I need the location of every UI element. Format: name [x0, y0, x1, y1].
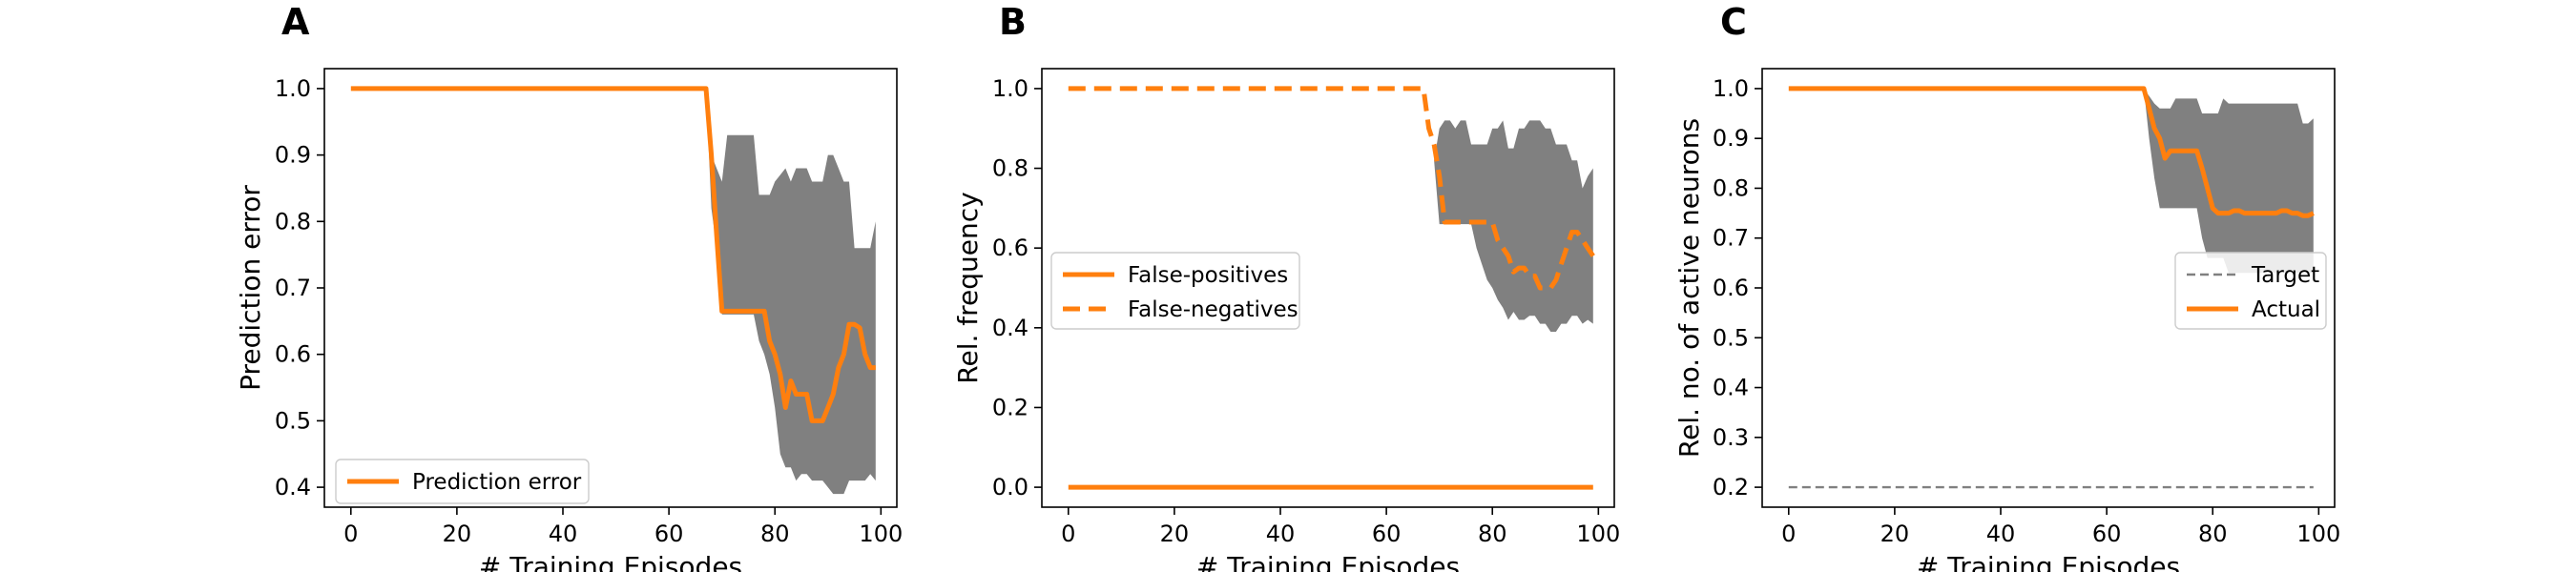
y-tick-label: 0.8	[275, 208, 311, 235]
y-tick-label: 0.4	[275, 474, 311, 500]
y-tick-label: 0.6	[275, 341, 311, 368]
variance-band	[2144, 88, 2314, 274]
y-tick-label: 0.9	[275, 142, 311, 169]
legend-label: Target	[2251, 263, 2319, 288]
y-tick-label: 0.3	[1713, 424, 1749, 451]
variance-band	[706, 88, 876, 495]
x-tick-label: 0	[343, 521, 358, 547]
y-tick-label: 0.0	[992, 474, 1028, 500]
y-tick-label: 0.8	[992, 155, 1028, 182]
x-tick-label: 20	[1880, 521, 1910, 547]
y-tick-label: 0.6	[992, 235, 1028, 261]
y-tick-label: 1.0	[275, 75, 311, 102]
series-line-false-negatives	[1068, 86, 1595, 291]
y-axis-label: Rel. frequency	[952, 192, 984, 383]
y-tick-label: 1.0	[992, 75, 1028, 102]
legend: Prediction error	[335, 459, 590, 504]
y-tick-label: 0.4	[992, 315, 1028, 341]
x-tick-label: 60	[2092, 521, 2122, 547]
x-axis-label: # Training Episodes	[1196, 551, 1460, 572]
series-line-prediction-error	[350, 86, 876, 423]
legend: Target Actual	[2174, 252, 2327, 330]
panel-letter: C	[1720, 1, 1747, 43]
legend-label: Actual	[2252, 297, 2320, 322]
x-tick-label: 60	[654, 521, 684, 547]
x-axis-label: # Training Episodes	[479, 551, 742, 572]
legend-label: False-negatives	[1128, 297, 1298, 322]
x-tick-label: 40	[1266, 521, 1296, 547]
y-tick-label: 0.4	[1713, 375, 1749, 401]
panel-c: C 0 20 40 60 80 100 0.2 0.3 0.4 0.5 0.6 0.7 0.8 0.9 1.0…	[1673, 1, 2340, 572]
x-tick-label: 80	[2198, 521, 2228, 547]
x-tick-label: 40	[1986, 521, 2016, 547]
y-tick-label: 0.6	[1713, 275, 1749, 301]
series-line-actual	[1788, 86, 2315, 218]
x-tick-label: 100	[859, 521, 903, 547]
y-axis-label: Prediction error	[235, 185, 266, 391]
y-tick-label: 0.9	[1713, 125, 1749, 152]
x-tick-label: 40	[549, 521, 578, 547]
legend-label: False-positives	[1128, 263, 1288, 288]
y-tick-label: 0.2	[1713, 474, 1749, 500]
variance-band	[1423, 88, 1593, 333]
y-tick-label: 0.5	[1713, 324, 1749, 351]
x-tick-label: 80	[1478, 521, 1507, 547]
panel-letter: A	[281, 1, 310, 43]
x-tick-label: 0	[1061, 521, 1075, 547]
y-tick-label: 1.0	[1713, 75, 1749, 102]
x-tick-label: 100	[2296, 521, 2340, 547]
panel-letter: B	[999, 1, 1027, 43]
y-tick-label: 0.8	[1713, 174, 1749, 201]
legend-label: Prediction error	[412, 470, 582, 495]
legend: False-positives False-negatives	[1050, 252, 1300, 330]
x-tick-label: 100	[1576, 521, 1620, 547]
legend-box	[335, 459, 590, 504]
x-tick-label: 20	[443, 521, 472, 547]
panel-a: A 0 20 40 60 80 100 0.4 0.5 0.6 0.7 0.8 0.9 1.0 # Trai…	[235, 1, 903, 572]
y-tick-label: 0.7	[275, 275, 311, 301]
y-axis-label: Rel. no. of active neurons	[1673, 118, 1705, 458]
x-tick-label: 20	[1160, 521, 1190, 547]
x-tick-label: 60	[1372, 521, 1402, 547]
x-axis-label: # Training Episodes	[1917, 551, 2180, 572]
y-tick-label: 0.5	[275, 407, 311, 434]
y-tick-label: 0.7	[1713, 225, 1749, 252]
legend-box	[1050, 252, 1300, 330]
axes-frame	[1041, 68, 1615, 508]
x-tick-label: 0	[1781, 521, 1796, 547]
panel-b: B 0 20 40 60 80 100 0.0 0.2 0.4 0.6 0.8 1.0 # Trainin…	[952, 1, 1620, 572]
y-tick-label: 0.2	[992, 394, 1028, 420]
x-tick-label: 80	[760, 521, 790, 547]
